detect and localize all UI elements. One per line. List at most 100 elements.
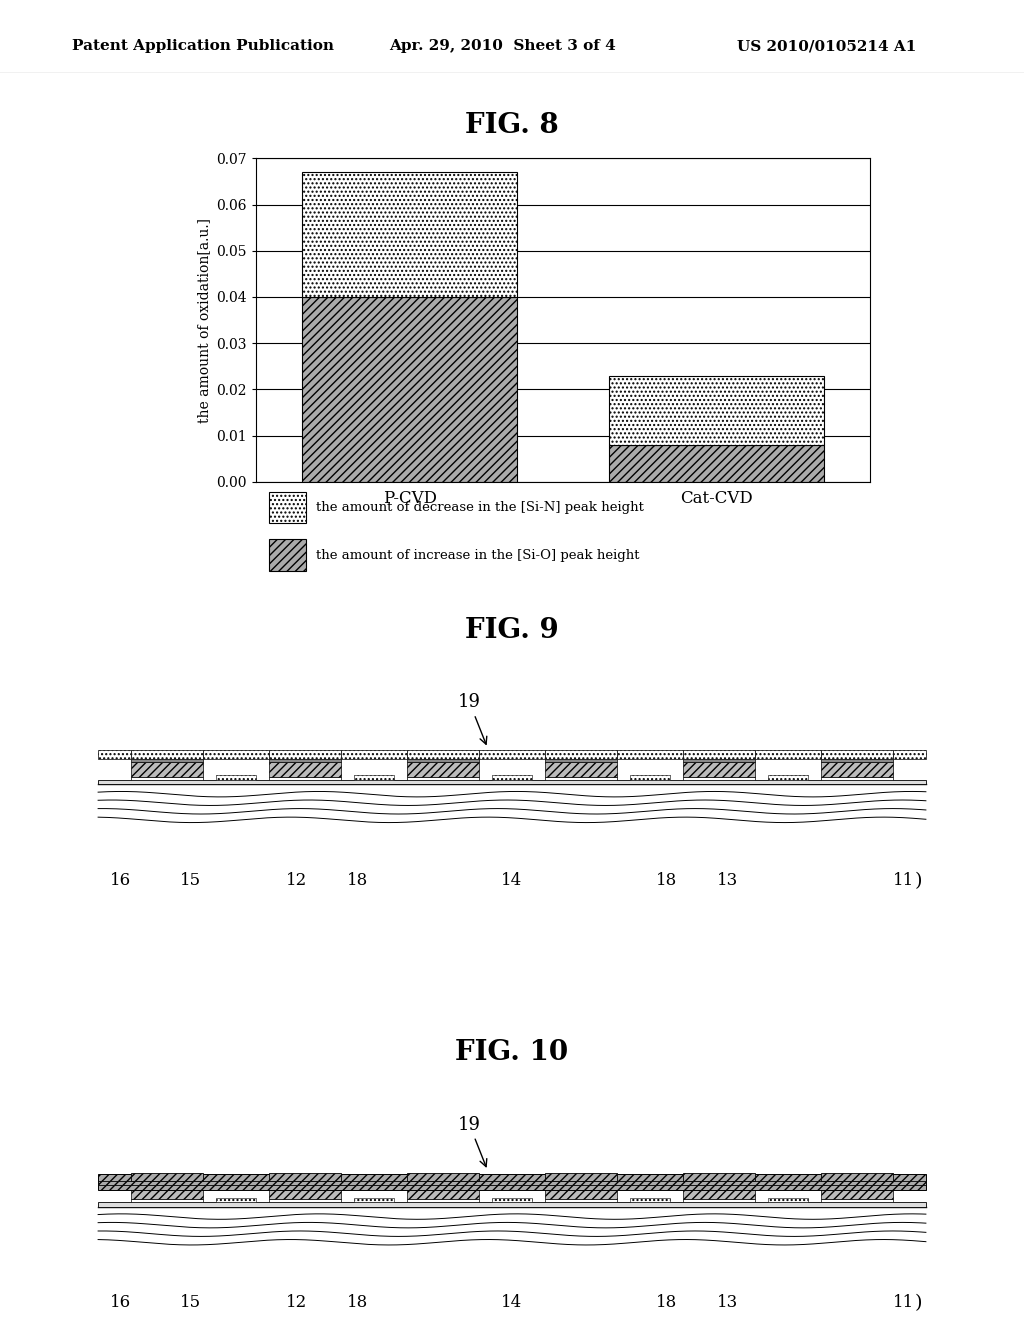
Bar [545,759,616,762]
Bar [269,762,341,776]
Bar [821,759,893,762]
Text: the amount of increase in the [Si-O] peak height: the amount of increase in the [Si-O] pea… [315,549,639,561]
Bar [545,1199,616,1203]
Text: ): ) [915,1295,923,1312]
Bar [98,1181,926,1185]
Bar [203,750,269,759]
Bar [545,750,616,759]
Bar [493,1197,531,1203]
Bar [131,1172,203,1181]
Text: ): ) [915,873,923,890]
Bar [630,1197,670,1203]
Bar [216,775,256,780]
Bar [408,759,479,762]
Bar [131,1181,203,1184]
Text: 14: 14 [502,1295,522,1311]
Bar [269,1184,341,1199]
Bar [545,1181,616,1184]
Bar [821,750,893,759]
Bar [408,750,479,759]
Text: 11: 11 [893,873,914,888]
Bar [609,445,824,482]
Bar [131,1184,203,1199]
Bar [768,775,808,780]
Text: 12: 12 [286,1295,307,1311]
Bar [545,1172,616,1181]
Bar [131,759,203,762]
Text: 13: 13 [717,1295,738,1311]
Text: 16: 16 [110,873,131,888]
Bar [683,762,755,776]
Text: 18: 18 [655,1295,677,1311]
Text: 19: 19 [458,693,486,744]
Text: 16: 16 [110,1295,131,1311]
Bar [269,492,306,523]
Text: FIG. 9: FIG. 9 [465,616,559,644]
Text: 12: 12 [286,873,307,888]
Text: FIG. 10: FIG. 10 [456,1039,568,1067]
Bar [493,775,531,780]
Bar [479,750,545,759]
Bar [683,1199,755,1203]
Bar [408,762,479,776]
Bar [683,1181,755,1184]
Text: 11: 11 [893,1295,914,1311]
Text: 19: 19 [458,1115,486,1167]
Bar [821,1172,893,1181]
Bar [683,750,755,759]
Bar [683,1172,755,1181]
Bar [269,750,341,759]
Bar [269,1172,341,1181]
Bar [408,1199,479,1203]
Text: the amount of decrease in the [Si-N] peak height: the amount of decrease in the [Si-N] pea… [315,502,644,513]
Text: FIG. 8: FIG. 8 [465,112,559,139]
Bar [609,375,824,445]
Bar [269,1181,341,1184]
Bar [131,1199,203,1203]
Text: 15: 15 [180,873,201,888]
Bar [98,750,131,759]
Bar [131,776,203,780]
Bar [630,775,670,780]
Bar [683,759,755,762]
Bar [821,776,893,780]
Bar [269,1199,341,1203]
Bar [302,297,517,482]
Bar [269,776,341,780]
Bar [408,1172,479,1181]
Text: 18: 18 [347,1295,369,1311]
Bar [131,750,203,759]
Bar [269,539,306,570]
Bar [683,776,755,780]
Bar [545,762,616,776]
Bar [354,775,394,780]
Text: 13: 13 [717,873,738,888]
Bar [545,1184,616,1199]
Bar [755,750,821,759]
Bar [616,750,683,759]
Bar [408,1181,479,1184]
Bar [408,776,479,780]
Bar [545,776,616,780]
Bar [683,1184,755,1199]
Y-axis label: the amount of oxidation[a.u.]: the amount of oxidation[a.u.] [197,218,211,422]
Text: Patent Application Publication: Patent Application Publication [72,40,334,53]
Bar [98,780,926,784]
Text: Apr. 29, 2010  Sheet 3 of 4: Apr. 29, 2010 Sheet 3 of 4 [389,40,615,53]
Bar [131,762,203,776]
Bar [408,1184,479,1199]
Text: 15: 15 [180,1295,201,1311]
Bar [98,1175,926,1189]
Bar [341,750,408,759]
Bar [768,1197,808,1203]
Text: 14: 14 [502,873,522,888]
Bar [821,1181,893,1184]
Text: 18: 18 [655,873,677,888]
Bar [821,1184,893,1199]
Bar [98,1203,926,1206]
Bar [216,1197,256,1203]
Bar [269,759,341,762]
Text: US 2010/0105214 A1: US 2010/0105214 A1 [737,40,916,53]
Text: 18: 18 [347,873,369,888]
Bar [302,172,517,297]
